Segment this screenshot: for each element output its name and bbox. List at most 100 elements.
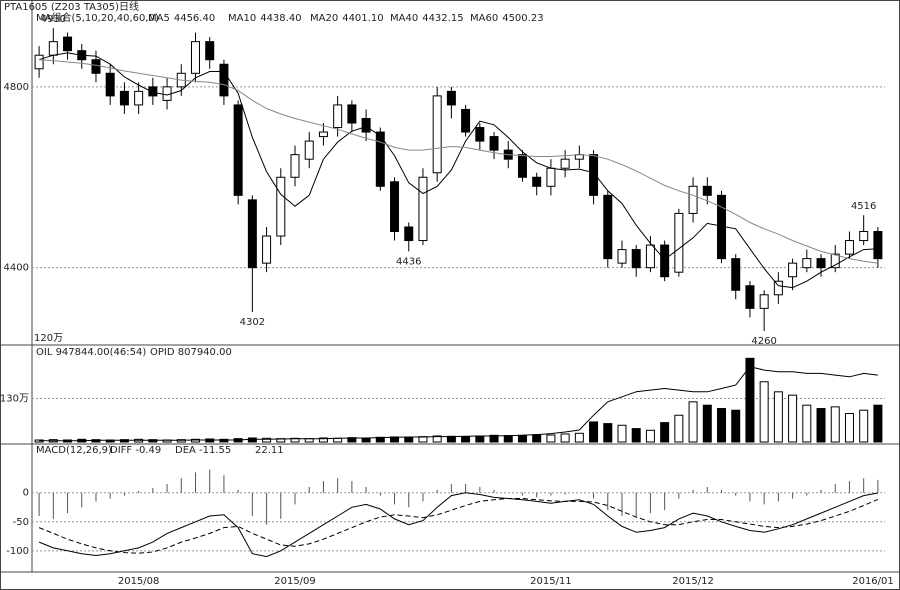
ma-title: MA组合(5,10,20,40,60,0) (36, 11, 159, 24)
candle-body (702, 185, 712, 196)
x-tick-label: 2015/12 (672, 576, 714, 587)
volume-bar (660, 422, 670, 443)
candle-body (205, 41, 215, 61)
candle-body (688, 185, 698, 214)
volume-bar (830, 406, 840, 443)
ma-name: MA60 (470, 13, 498, 24)
candle-body (290, 154, 300, 178)
candle-body (432, 95, 442, 174)
candle-body (262, 235, 272, 264)
volume-bar (844, 413, 854, 443)
volume-bar (717, 408, 727, 443)
candle-body (645, 244, 655, 269)
candle-body (631, 249, 641, 269)
volume-bar (148, 439, 158, 443)
ma-name: MA20 (310, 13, 338, 24)
volume-bar (574, 432, 584, 443)
x-tick-label: 2015/08 (118, 576, 160, 587)
ma-line (39, 59, 878, 264)
volume-bar (645, 429, 655, 443)
ma-line (38, 52, 878, 289)
volume-bar (475, 435, 485, 443)
candle-body (347, 104, 357, 124)
volume-bar (873, 404, 883, 443)
ma-readout: 4438.40 (260, 13, 301, 24)
candle-body (560, 158, 570, 169)
extreme-label: 4436 (396, 256, 421, 267)
candle-body (660, 244, 670, 278)
volume-bar (532, 434, 542, 443)
extreme-label: 4302 (240, 317, 265, 328)
candle-body (119, 90, 129, 106)
candle-body (219, 63, 229, 97)
x-tick-label: 2015/09 (274, 576, 316, 587)
volume-bar (674, 414, 684, 443)
volume-bar (432, 435, 442, 443)
candle-body (589, 154, 599, 196)
readout: DEA -11.55 (175, 445, 231, 456)
ma-legend: MA5 4456.40 (148, 13, 215, 24)
ma-legend: MA60 4500.23 (470, 13, 544, 24)
ma-legend: MA40 4432.15 (390, 13, 464, 24)
volume-bar (759, 381, 769, 443)
y-tick-label: 4400 (4, 263, 29, 274)
volume-bar (773, 391, 783, 443)
volume-bar (788, 394, 798, 443)
candle-body (517, 154, 527, 178)
volume-bar (119, 439, 129, 443)
candle-body (731, 258, 741, 291)
candle-body (773, 280, 783, 296)
candle-body (546, 167, 556, 187)
candle-body (404, 226, 414, 242)
candle-body (759, 294, 769, 309)
y-tick-label: 130万 (0, 394, 29, 405)
candle-body (134, 90, 144, 106)
ma-readout: 4401.10 (342, 13, 383, 24)
candle-body (859, 231, 869, 242)
volume-bar (731, 409, 741, 443)
volume-bar (404, 436, 414, 443)
ma-readout: 4500.23 (502, 13, 543, 24)
candle-body (816, 258, 826, 269)
volume-bar (517, 434, 527, 443)
readout: DIFF -0.49 (110, 445, 161, 456)
volume-bar (603, 423, 613, 443)
volume-bar (617, 424, 627, 443)
ma-readout: 4456.40 (174, 13, 215, 24)
candle-body (873, 231, 883, 260)
candle-body (276, 176, 286, 237)
volume-bar (361, 437, 371, 443)
x-tick-label: 2016/01 (852, 576, 894, 587)
volume-bar (503, 435, 513, 443)
volume-bar (589, 421, 599, 443)
volume-bar (446, 435, 456, 443)
candle-body (34, 54, 44, 70)
volume-bar (247, 437, 257, 443)
y-tick-label: -100 (6, 546, 29, 557)
candle-body (390, 181, 400, 233)
readout: OPID 807940.00 (150, 347, 232, 358)
candle-body (304, 140, 314, 160)
ma-legend: MA10 4438.40 (228, 13, 302, 24)
candle-body (233, 104, 243, 196)
dea-line (38, 498, 879, 554)
candle-body (48, 41, 58, 56)
volume-bar (176, 439, 186, 443)
extreme-label: 4516 (851, 201, 876, 212)
extreme-label: 4260 (751, 336, 776, 347)
volume-bar (702, 404, 712, 443)
volume-bar (461, 436, 471, 443)
candle-body (91, 59, 101, 74)
candle-body (788, 262, 798, 278)
volume-bar (546, 434, 556, 443)
volume-bar (489, 434, 499, 443)
ma-readout: 4432.15 (422, 13, 463, 24)
candle-body (190, 41, 200, 74)
candle-body (63, 36, 73, 52)
unit-label: 120万 (34, 333, 63, 344)
candle-body (844, 240, 854, 255)
y-tick-label: -50 (13, 517, 29, 528)
candle-body (489, 136, 499, 151)
volume-bar (688, 401, 698, 443)
